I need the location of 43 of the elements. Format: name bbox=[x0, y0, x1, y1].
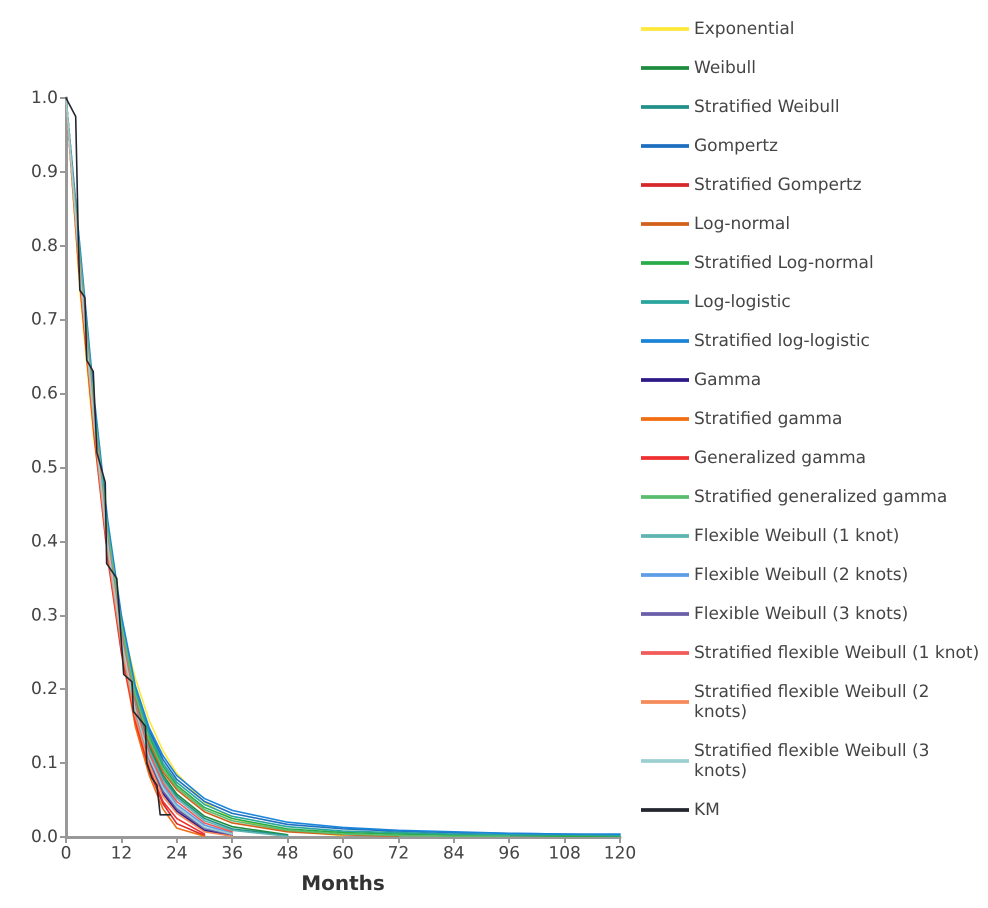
x-tick-label: 48 bbox=[276, 844, 298, 864]
y-tick-label: 0.5 bbox=[30, 458, 58, 478]
y-tick-label: 0.4 bbox=[30, 531, 58, 552]
legend-label: Exponential bbox=[694, 19, 795, 39]
x-tick-label: 72 bbox=[388, 844, 410, 864]
legend-label: Stratified log-logistic bbox=[694, 331, 870, 351]
x-tick-label: 12 bbox=[110, 844, 132, 864]
y-tick-label: 0.7 bbox=[30, 310, 58, 330]
y-tick-label: 0.0 bbox=[30, 827, 58, 847]
legend-label: Gamma bbox=[694, 370, 762, 390]
legend-label: Log-normal bbox=[694, 214, 790, 234]
legend-label: Stratified Weibull bbox=[694, 97, 840, 117]
x-tick-label: 96 bbox=[498, 844, 520, 864]
y-tick-label: 0.2 bbox=[30, 679, 58, 700]
y-tick-label: 0.6 bbox=[30, 384, 58, 404]
x-tick-label: 108 bbox=[548, 844, 581, 864]
x-tick-label: 36 bbox=[221, 844, 244, 864]
legend-label: Log-logistic bbox=[694, 292, 791, 312]
x-tick-label: 60 bbox=[332, 844, 354, 864]
legend-label: Flexible Weibull (1 knot) bbox=[694, 526, 900, 546]
legend-label: Stratified gamma bbox=[694, 409, 842, 429]
x-tick-label: 84 bbox=[442, 844, 465, 864]
legend-label: Stratified generalized gamma bbox=[694, 487, 948, 507]
legend-label: Flexible Weibull (2 knots) bbox=[694, 565, 908, 585]
legend-label: KM bbox=[694, 800, 720, 820]
x-tick-label: 0 bbox=[60, 844, 72, 864]
legend-label: Stratified Log-normal bbox=[694, 253, 874, 273]
legend-label: Stratified flexible Weibull (1 knot) bbox=[694, 643, 980, 663]
y-tick-label: 0.3 bbox=[30, 605, 58, 626]
legend-label: Stratified Gompertz bbox=[694, 175, 862, 195]
legend-label: Flexible Weibull (3 knots) bbox=[694, 604, 908, 624]
y-tick-label: 1.0 bbox=[30, 88, 58, 108]
x-tick-label: 24 bbox=[166, 844, 188, 864]
y-tick-label: 0.9 bbox=[30, 162, 58, 182]
legend-label: Stratified flexible Weibull (3 knots) bbox=[694, 741, 935, 781]
y-tick-label: 0.1 bbox=[30, 753, 58, 774]
legend-label: Generalized gamma bbox=[694, 448, 866, 468]
x-axis-title: Months bbox=[301, 871, 385, 895]
legend-label: Stratified flexible Weibull (2 knots) bbox=[694, 682, 935, 722]
legend-label: Weibull bbox=[694, 58, 756, 78]
legend-label: Gompertz bbox=[694, 136, 778, 156]
x-tick-label: 120 bbox=[604, 844, 636, 864]
y-tick-label: 0.8 bbox=[30, 236, 58, 256]
